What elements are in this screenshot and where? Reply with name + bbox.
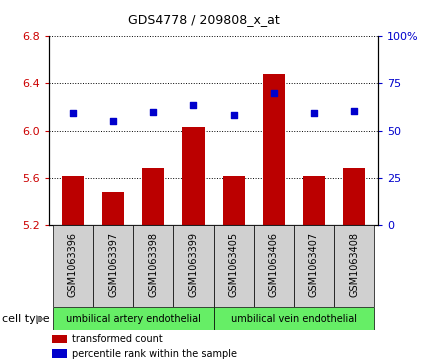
Point [190,102,197,108]
Text: GSM1063406: GSM1063406 [269,232,279,297]
Bar [53,307,214,330]
Text: umbilical artery endothelial: umbilical artery endothelial [66,314,201,323]
Bar [263,74,285,225]
Text: ▶: ▶ [36,314,45,323]
Text: GSM1063408: GSM1063408 [349,232,359,297]
Bar [294,225,334,307]
Text: GSM1063398: GSM1063398 [148,232,158,297]
Bar [173,225,214,307]
Text: transformed count: transformed count [72,334,163,344]
Point [230,113,237,118]
Bar [334,225,374,307]
Text: GSM1063396: GSM1063396 [68,232,78,297]
Point [150,109,157,115]
Point [110,118,116,124]
Text: GSM1063397: GSM1063397 [108,232,118,297]
Bar [303,176,325,225]
Bar [93,225,133,307]
Bar [213,225,254,307]
Bar [52,349,67,358]
Point [270,90,277,96]
Point [311,110,317,116]
Text: GSM1063405: GSM1063405 [229,232,239,297]
Bar [133,225,173,307]
Point [70,110,76,116]
Bar [53,225,93,307]
Bar [182,127,204,225]
Text: GSM1063407: GSM1063407 [309,232,319,297]
Bar [102,192,124,225]
Bar [213,307,374,330]
Bar [62,176,84,225]
Bar [254,225,294,307]
Text: GSM1063399: GSM1063399 [188,232,198,297]
Text: GDS4778 / 209808_x_at: GDS4778 / 209808_x_at [128,13,280,26]
Text: cell type: cell type [2,314,50,323]
Bar [223,176,245,225]
Text: umbilical vein endothelial: umbilical vein endothelial [231,314,357,323]
Bar [142,168,164,225]
Point [351,108,357,114]
Text: percentile rank within the sample: percentile rank within the sample [72,348,237,359]
Bar [52,335,67,343]
Bar [343,168,365,225]
